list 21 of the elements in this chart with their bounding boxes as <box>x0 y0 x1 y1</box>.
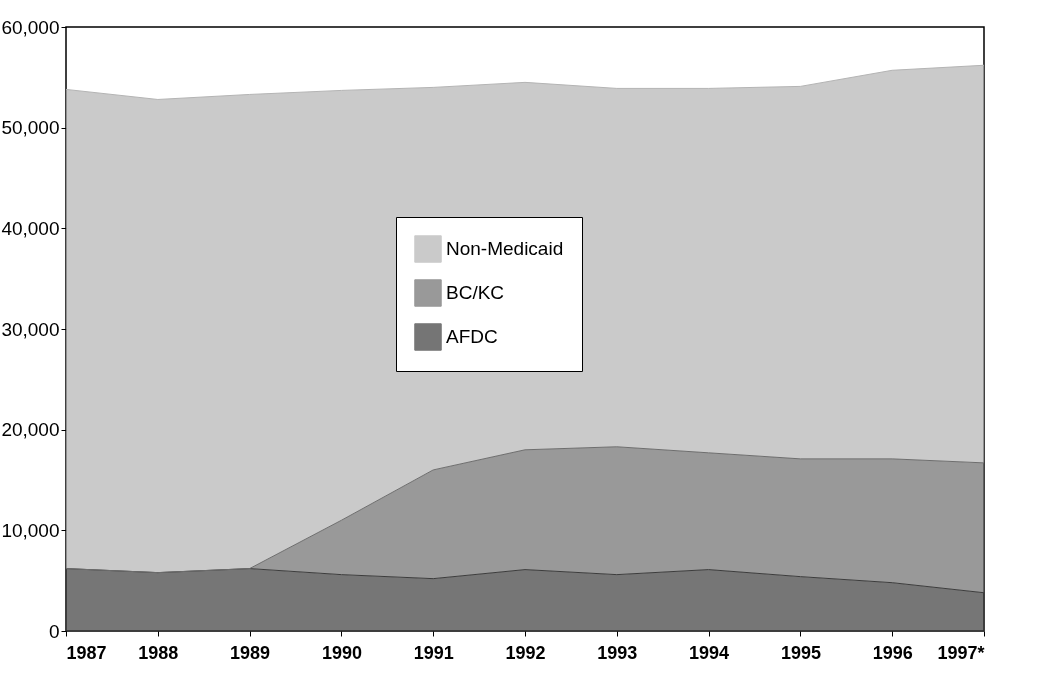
x-tick-label: 1994 <box>689 642 730 663</box>
x-tick-label: 1995 <box>780 642 821 663</box>
legend-label: BC/KC <box>446 282 505 303</box>
y-tick-label: 60,000 <box>1 16 60 38</box>
x-tick-label: 1997* <box>937 642 985 663</box>
y-tick-label: 0 <box>48 620 60 642</box>
x-tick-label: 1992 <box>505 642 546 663</box>
y-tick-label: 40,000 <box>1 217 60 239</box>
y-tick-label: 50,000 <box>1 117 60 139</box>
x-tick-label: 1990 <box>321 642 362 663</box>
x-tick-label: 1988 <box>138 642 179 663</box>
legend-label: Non-Medicaid <box>446 238 564 259</box>
x-tick-label: 1989 <box>230 642 271 663</box>
x-tick-label: 1991 <box>413 642 454 663</box>
y-tick-label: 30,000 <box>1 318 60 340</box>
x-tick-label: 1993 <box>597 642 638 663</box>
y-tick-label: 20,000 <box>1 419 60 441</box>
legend-label: AFDC <box>446 326 498 347</box>
y-tick-label: 10,000 <box>1 519 60 541</box>
x-tick-label: 1996 <box>872 642 913 663</box>
x-tick-label: 1987 <box>66 642 107 663</box>
